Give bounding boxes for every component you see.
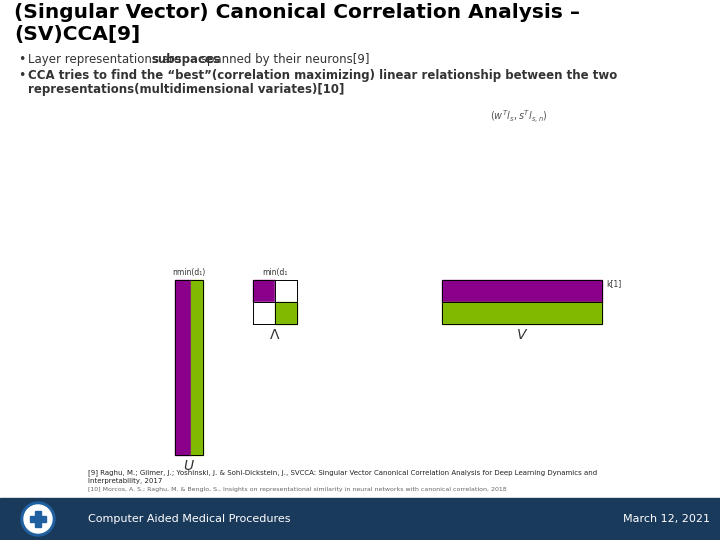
Text: •: • (18, 53, 25, 66)
Text: (SV)CCA[9]: (SV)CCA[9] (14, 25, 140, 44)
Text: •: • (18, 69, 25, 82)
Text: Computer Aided Medical Procedures: Computer Aided Medical Procedures (88, 514, 290, 524)
Text: $U$: $U$ (183, 459, 195, 473)
Bar (175, 280, 203, 455)
Text: subspaces: subspaces (151, 53, 220, 66)
Text: $(w^Tl_s, s^Tl_{s,n})$: $(w^Tl_s, s^Tl_{s,n})$ (490, 108, 548, 125)
Bar (253, 302, 275, 324)
Text: min(d₁: min(d₁ (262, 268, 288, 277)
Text: $V$: $V$ (516, 328, 528, 342)
Bar (442, 302, 602, 324)
Text: Interpretability, 2017: Interpretability, 2017 (88, 478, 163, 484)
Text: CCA tries to find the “best”(correlation maximizing) linear relationship between: CCA tries to find the “best”(correlation… (28, 69, 617, 82)
Text: Layer representations are: Layer representations are (28, 53, 185, 66)
Bar (35, 511, 41, 527)
Bar (275, 280, 297, 302)
Text: representations(multidimensional variates)[10]: representations(multidimensional variate… (28, 83, 344, 96)
Bar (275, 302, 297, 324)
Circle shape (21, 502, 55, 536)
Bar (253, 280, 275, 302)
Circle shape (24, 505, 52, 533)
Bar (442, 280, 602, 302)
Bar (30, 516, 46, 522)
Bar (191, 280, 203, 455)
Text: [9] Raghu, M.; Gilmer, J.; Yoshinski, J. & Sohl-Dickstein, J., SVCCA: Singular V: [9] Raghu, M.; Gilmer, J.; Yoshinski, J.… (88, 469, 597, 476)
Text: [10] Morcos, A. S.; Raghu, M. & Benglo, S., Insights on representational similar: [10] Morcos, A. S.; Raghu, M. & Benglo, … (88, 487, 507, 492)
Bar (442, 280, 602, 324)
Text: spanned by their neurons[9]: spanned by their neurons[9] (197, 53, 370, 66)
Bar (0, 498, 720, 540)
Text: k[1]: k[1] (606, 279, 621, 288)
Text: (Singular Vector) Canonical Correlation Analysis –: (Singular Vector) Canonical Correlation … (14, 3, 580, 22)
Bar (175, 280, 191, 455)
Text: $\Lambda$: $\Lambda$ (269, 328, 281, 342)
Text: March 12, 2021: March 12, 2021 (623, 514, 710, 524)
Text: nmin(d₁): nmin(d₁) (172, 268, 206, 277)
